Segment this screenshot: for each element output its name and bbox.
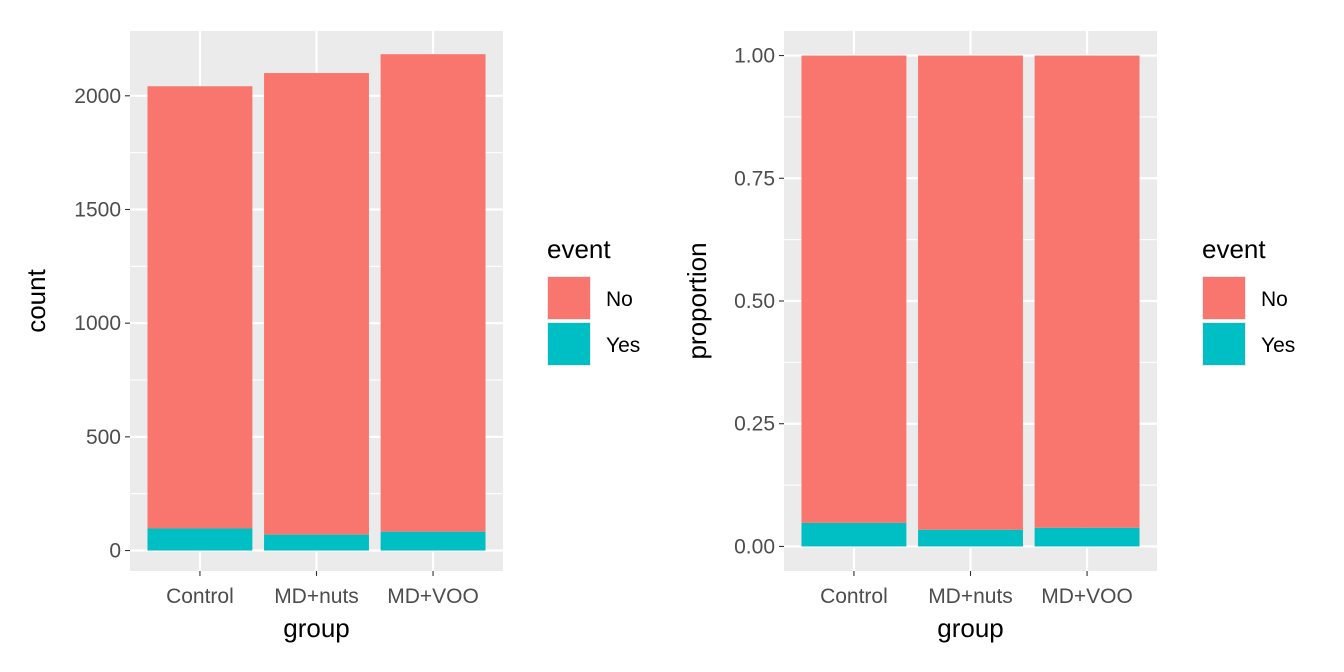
chart-1-legend-key-yes	[548, 323, 590, 365]
chart-2-bar-no-md-nuts	[918, 55, 1023, 530]
chart-2-y-tick-label: 0.50	[734, 290, 775, 313]
chart-2-legend-key-yes	[1203, 323, 1245, 365]
chart-1-y-tick-label: 1000	[74, 312, 121, 335]
chart-1-bar-no-md-nuts	[264, 73, 369, 535]
chart-2-legend-label-no: No	[1261, 288, 1288, 311]
chart-2-bar-yes-md-voo	[1034, 527, 1140, 547]
chart-1-y-tick-label: 2000	[74, 85, 121, 108]
chart-1-legend: event No Yes	[547, 234, 640, 366]
chart-1-y-tick-label: 500	[86, 426, 121, 449]
chart-2-bar-no-control	[801, 55, 907, 523]
chart-1-bar-yes-md-voo	[380, 531, 486, 551]
chart-1: 0 500 1000 1500 2000 Control MD+nuts MD+VOO grou…	[21, 31, 640, 643]
chart-1-y-axis-title: count	[21, 268, 51, 332]
chart-1-bar-yes-control	[147, 528, 253, 551]
chart-2-bar-no-md-voo	[1034, 55, 1140, 528]
chart-2-y-tick-label: 0.00	[734, 535, 775, 558]
chart-2-legend-title: event	[1202, 234, 1266, 264]
chart-2-x-tick-label: MD+VOO	[1041, 585, 1133, 608]
chart-1-legend-label-no: No	[606, 288, 633, 311]
chart-1-x-tick-label: Control	[166, 585, 234, 608]
chart-2-y-tick-label: 0.75	[734, 167, 775, 190]
chart-2-x-tick-label: Control	[820, 585, 888, 608]
chart-1-legend-key-no	[548, 277, 590, 319]
chart-1-legend-title: event	[547, 234, 611, 264]
chart-2-legend-label-yes: Yes	[1261, 334, 1295, 357]
chart-2-bar-yes-md-nuts	[918, 529, 1023, 547]
chart-2-legend: event No Yes	[1202, 234, 1295, 366]
chart-1-x-tick-label: MD+VOO	[387, 585, 479, 608]
chart-1-bar-no-md-voo	[380, 54, 486, 532]
chart-1-bar-yes-md-nuts	[264, 534, 369, 551]
chart-2-bar-yes-control	[801, 522, 907, 547]
chart-2-x-axis-title: group	[937, 613, 1004, 643]
chart-2-y-tick-label: 0.25	[734, 413, 775, 436]
chart-1-x-axis-title: group	[283, 613, 350, 643]
chart-1-y-tick-label: 1500	[74, 198, 121, 221]
chart-1-y-tick-label: 0	[109, 540, 121, 563]
chart-1-x-tick-label: MD+nuts	[274, 585, 359, 608]
chart-2-y-axis-title: proportion	[682, 242, 712, 359]
chart-2: 0.00 0.25 0.50 0.75 1.00 Control MD+nuts MD+VOO…	[682, 31, 1295, 643]
chart-1-bar-no-control	[147, 86, 253, 529]
chart-2-legend-key-no	[1203, 277, 1245, 319]
chart-1-legend-label-yes: Yes	[606, 334, 640, 357]
chart-2-y-tick-label: 1.00	[734, 45, 775, 68]
chart-2-x-tick-label: MD+nuts	[928, 585, 1013, 608]
